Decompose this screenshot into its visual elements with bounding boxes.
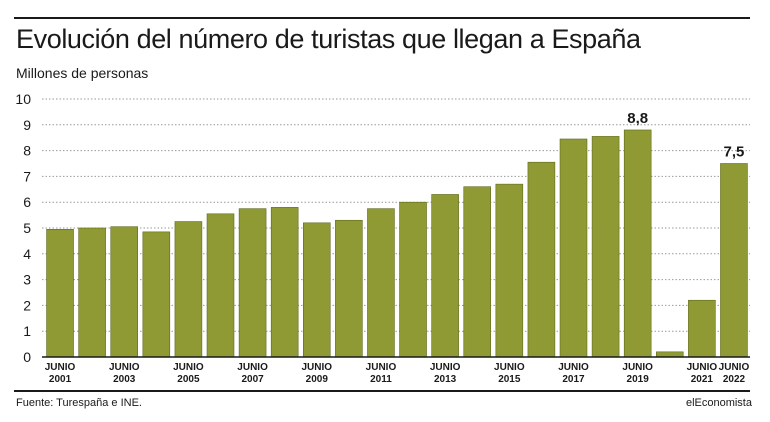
x-tick-label: 2021 [691, 374, 714, 385]
x-tick-label: 2003 [113, 374, 136, 385]
data-label: 7,5 [724, 144, 745, 161]
x-tick-label: JUNIO [237, 362, 268, 373]
bar [335, 219, 363, 358]
bar-chart: 012345678910JUNIO2001JUNIO2003JUNIO2005J… [15, 91, 750, 385]
x-tick-label: JUNIO [45, 362, 76, 373]
bar [527, 161, 556, 358]
bar [655, 351, 684, 358]
y-tick-label: 0 [23, 349, 31, 365]
x-tick-label: 2017 [562, 374, 585, 385]
x-tick-label: JUNIO [558, 362, 589, 373]
bar [688, 299, 716, 358]
x-tick-label: 2005 [177, 374, 200, 385]
bar [463, 186, 492, 358]
x-tick-label: JUNIO [719, 362, 750, 373]
chart-title: Evolución del número de turistas que lle… [16, 24, 641, 54]
x-tick-label: 2007 [241, 374, 264, 385]
bar [591, 136, 620, 358]
x-tick-label: 2022 [723, 374, 746, 385]
x-tick-label: 2015 [498, 374, 521, 385]
x-tick-label: 2019 [627, 374, 650, 385]
x-tick-label: JUNIO [622, 362, 653, 373]
y-tick-label: 8 [23, 143, 31, 159]
bar [174, 221, 203, 358]
bar [270, 207, 299, 358]
x-tick-label: 2009 [306, 374, 329, 385]
y-tick-label: 3 [23, 272, 31, 288]
brand-logo-text: elEconomista [685, 397, 752, 409]
y-tick-label: 10 [15, 91, 31, 107]
x-tick-label: JUNIO [687, 362, 718, 373]
x-tick-label: JUNIO [366, 362, 397, 373]
y-tick-label: 6 [23, 194, 31, 210]
x-tick-label: JUNIO [494, 362, 525, 373]
y-tick-label: 2 [23, 297, 31, 313]
bar [302, 222, 331, 358]
y-tick-label: 1 [23, 323, 31, 339]
x-tick-label: 2011 [370, 374, 392, 385]
bar [720, 163, 748, 358]
bar [46, 228, 74, 358]
x-tick-label: JUNIO [430, 362, 461, 373]
x-tick-label: 2001 [49, 374, 72, 385]
x-tick-label: 2013 [434, 374, 457, 385]
x-tick-label: JUNIO [173, 362, 204, 373]
y-tick-label: 7 [23, 168, 31, 184]
bar [142, 231, 171, 358]
chart-subtitle: Millones de personas [16, 65, 149, 81]
bar [110, 226, 139, 358]
bar [623, 129, 652, 358]
y-tick-label: 4 [23, 246, 31, 262]
x-tick-label: JUNIO [109, 362, 140, 373]
data-label: 8,8 [627, 110, 648, 127]
bar [495, 183, 524, 358]
bar [399, 201, 427, 358]
y-tick-label: 5 [23, 220, 31, 236]
source-note: Fuente: Turespaña e INE. [16, 397, 142, 409]
y-tick-label: 9 [23, 117, 31, 133]
bar [431, 194, 459, 358]
bar [559, 138, 588, 358]
x-tick-label: JUNIO [301, 362, 332, 373]
bottom-rule [14, 390, 750, 392]
bar [206, 213, 235, 358]
bar [367, 208, 395, 358]
bar [78, 227, 106, 358]
top-rule [14, 17, 750, 19]
bar [238, 208, 267, 358]
